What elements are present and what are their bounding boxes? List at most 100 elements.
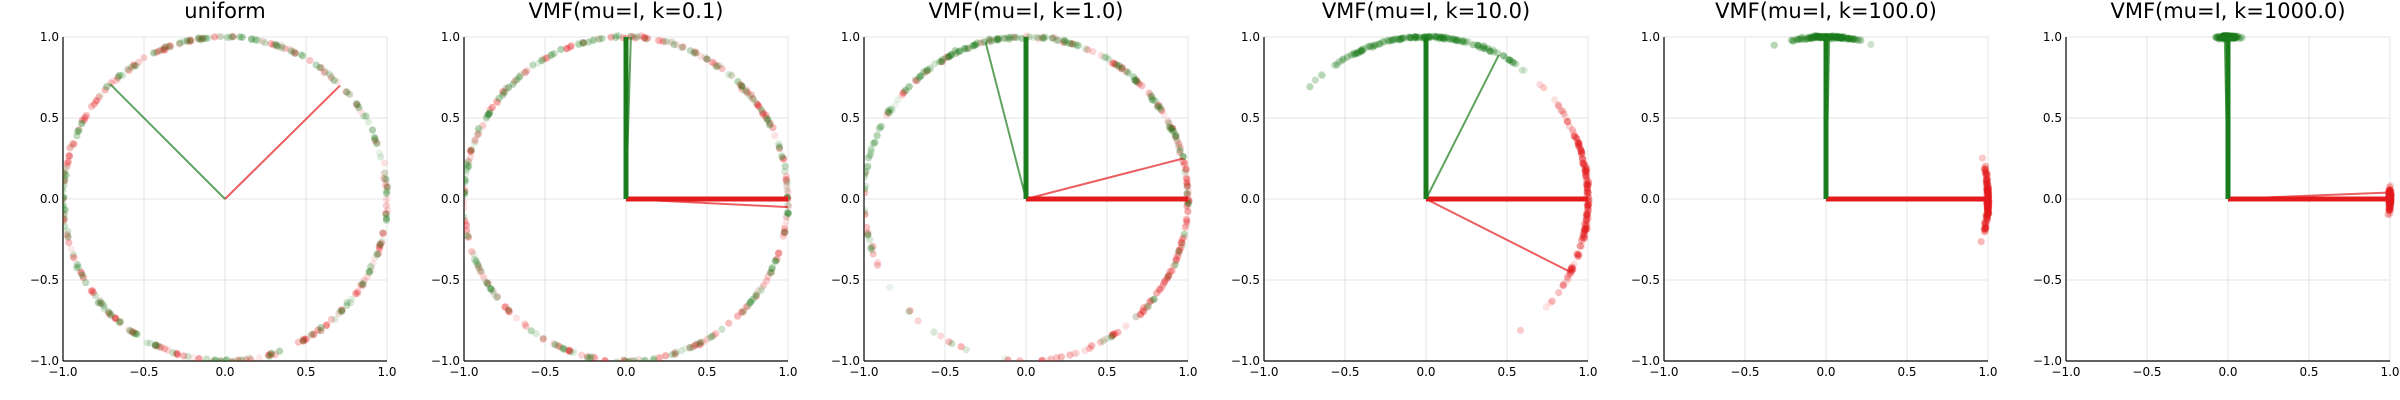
red-sample-point <box>234 356 243 361</box>
red-sample-point <box>1984 199 1992 208</box>
red-sample-point <box>1565 271 1573 279</box>
red-sample-point <box>310 331 318 339</box>
green-sample-point <box>91 292 99 300</box>
red-sample-point <box>95 93 103 101</box>
green-sample-point <box>501 88 509 96</box>
red-sample-point <box>1562 278 1570 286</box>
green-sample-point <box>1839 34 1847 42</box>
red-sample-point <box>1108 331 1116 339</box>
green-sample-point <box>464 213 468 221</box>
green-sample-point <box>905 82 914 90</box>
red-sample-point <box>1575 250 1583 258</box>
red-sample-point <box>183 38 192 46</box>
red-sample-point <box>323 321 331 329</box>
green-sample-point <box>63 177 69 185</box>
green-sample-point <box>1830 32 1839 41</box>
green-sample-point <box>1448 35 1456 44</box>
green-sample-point <box>885 106 893 114</box>
green-sample-point <box>1439 34 1447 43</box>
green-sample-point <box>348 295 356 303</box>
green-sample-point <box>1351 50 1359 59</box>
green-sample-point <box>1445 34 1453 42</box>
red-sample-point <box>494 98 502 107</box>
green-sample-point <box>228 358 236 361</box>
red-sample-point <box>63 231 71 239</box>
red-sample-point <box>1585 179 1593 187</box>
red-sample-point <box>299 335 308 343</box>
red-sample-point <box>1536 80 1544 89</box>
red-sample-point <box>1566 266 1574 275</box>
green-sample-point <box>130 329 138 337</box>
red-sample-point <box>1583 204 1592 212</box>
green-sample-point <box>116 318 124 326</box>
green-sample-point <box>1102 53 1110 61</box>
y-tick-label: −0.5 <box>431 273 460 287</box>
green-sample-point <box>1867 40 1875 49</box>
data-layer <box>2212 31 2395 219</box>
red-sample-point <box>550 340 558 348</box>
green-sample-point <box>486 285 494 293</box>
red-sample-vector <box>2227 191 2391 200</box>
red-sample-point <box>501 303 510 311</box>
red-sample-point <box>620 357 628 361</box>
red-sample-point <box>195 354 203 361</box>
red-sample-point <box>733 312 741 320</box>
red-sample-point <box>266 350 274 358</box>
green-sample-point <box>952 49 960 58</box>
green-sample-point <box>2230 33 2238 42</box>
green-sample-point <box>575 41 583 49</box>
red-sample-point <box>1045 356 1053 361</box>
data-layer <box>1306 32 1593 334</box>
red-sample-point <box>1577 236 1585 244</box>
red-sample-point <box>563 44 571 53</box>
red-sample-point <box>1010 33 1018 41</box>
green-sample-point <box>962 346 970 354</box>
red-sample-point <box>1581 166 1590 174</box>
green-sample-point <box>757 284 765 292</box>
green-sample-point <box>712 63 720 71</box>
red-sample-point <box>1983 201 1992 210</box>
red-sample-point <box>1070 349 1079 358</box>
green-sample-point <box>1816 32 1825 41</box>
green-sample-point <box>359 280 367 288</box>
x-tick-label: −0.5 <box>1730 365 1759 379</box>
green-sample-point <box>1803 35 1811 43</box>
green-sample-point <box>1853 36 1861 44</box>
red-sample-point <box>1980 225 1988 233</box>
red-sample-point <box>1577 145 1585 153</box>
green-sample-point <box>2229 33 2237 41</box>
red-sample-point <box>64 233 72 242</box>
red-sample-point <box>780 229 788 237</box>
green-sample-point <box>1071 40 1080 48</box>
green-sample-point <box>623 358 631 361</box>
green-sample-point <box>920 69 928 77</box>
red-sample-point <box>1984 187 1992 195</box>
red-sample-point <box>1581 166 1590 175</box>
data-layer <box>464 32 793 361</box>
green-sample-point <box>2216 33 2224 42</box>
red-sample-point <box>1585 206 1593 215</box>
green-sample-point <box>225 33 233 42</box>
green-sample-point <box>2230 34 2238 42</box>
green-sample-point <box>154 341 162 349</box>
green-sample-point <box>1837 34 1846 42</box>
red-sample-point <box>173 351 181 359</box>
red-sample-point <box>1184 200 1192 208</box>
red-sample-point <box>467 146 475 154</box>
green-sample-point <box>1844 35 1852 43</box>
green-sample-point <box>938 55 947 63</box>
red-sample-point <box>101 86 109 94</box>
red-sample-point <box>173 350 181 358</box>
green-sample-point <box>642 35 650 43</box>
red-sample-point <box>131 329 139 337</box>
red-sample-point <box>1568 126 1577 134</box>
red-sample-point <box>1578 242 1587 250</box>
green-sample-point <box>578 38 586 47</box>
red-sample-point <box>65 152 73 160</box>
green-sample-point <box>1040 34 1048 43</box>
red-sample-point <box>1097 51 1105 60</box>
green-sample-point <box>1165 123 1174 131</box>
red-sample-point <box>464 227 471 235</box>
red-sample-point <box>775 249 783 257</box>
green-sample-point <box>1480 44 1488 52</box>
